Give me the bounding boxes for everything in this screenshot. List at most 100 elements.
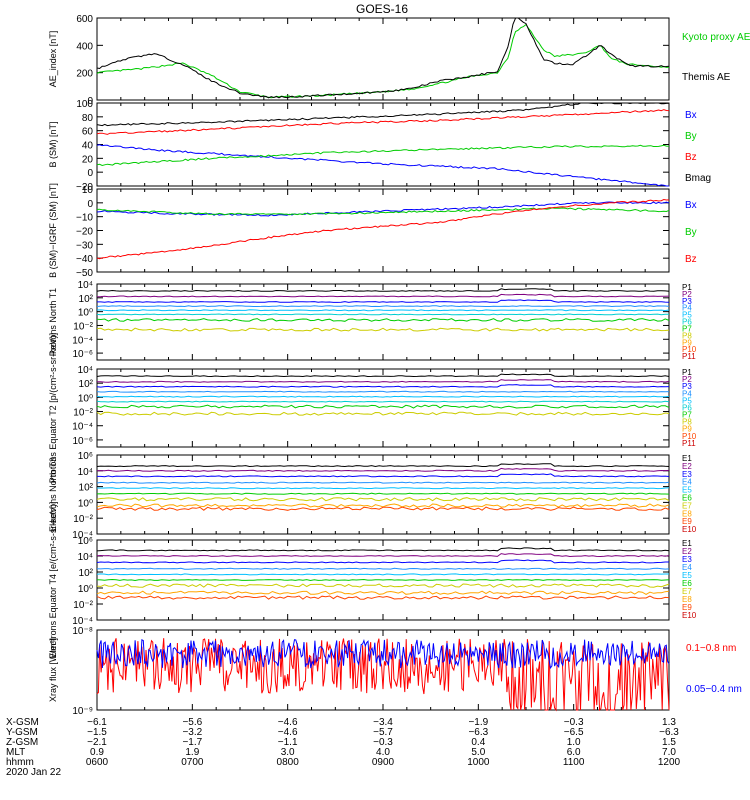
series-line-bigrf-by	[96, 207, 670, 216]
xaxis-value: 3.0	[281, 747, 295, 758]
legend-xray-short: 0.1−0.8 nm	[686, 643, 736, 654]
ytick-label: 10⁻⁹	[72, 706, 93, 717]
ylabel-elec_t4: Electrons Equator T4 [e/(cm²-s-sr-keV)]	[48, 502, 58, 659]
ytick-label: 100	[76, 99, 93, 110]
xaxis-row-label-x-gsm: X-GSM	[6, 717, 39, 728]
xaxis-value: −6.1	[87, 717, 107, 728]
legend-prot_t1-p6: P6	[682, 318, 692, 327]
legend-prot_t1-p8: P8	[682, 331, 692, 340]
legend-prot_t2-p3: P3	[682, 382, 692, 391]
series-line-bsm-bx	[96, 144, 669, 187]
legend-prot_t1-p1: P1	[682, 283, 692, 292]
xaxis-row-label-mlt: MLT	[6, 747, 25, 758]
ytick-label: 10²	[79, 294, 94, 305]
legend-elec_t3-e6: E6	[682, 494, 692, 503]
ytick-label: 20	[82, 154, 94, 165]
legend-bigrf-bz: Bz	[685, 254, 697, 265]
legend-prot_t1-p10: P10	[682, 345, 697, 354]
xaxis-value: −6.5	[564, 727, 584, 738]
xaxis-value: −0.3	[564, 717, 584, 728]
flux-line-elec_t3-7	[96, 503, 670, 508]
series-line-bigrf-bx	[96, 201, 670, 217]
legend-prot_t2-p6: P6	[682, 403, 692, 412]
xaxis-value: 0700	[181, 757, 204, 768]
ytick-label: 10⁻²	[73, 514, 93, 525]
legend-elec_t3-e8: E8	[682, 509, 692, 518]
xaxis-value: 1100	[563, 757, 585, 768]
series-line-ae-themis-ae	[96, 17, 670, 99]
legend-elec_t4-e8: E8	[682, 595, 692, 604]
ytick-label: −20	[76, 227, 93, 238]
ytick-label: 60	[82, 127, 94, 138]
flux-line-elec_t4-8	[96, 595, 670, 600]
legend-prot_t1-p2: P2	[682, 290, 692, 299]
xaxis-value: 0.4	[471, 737, 485, 748]
legend-prot_t2-p11: P11	[682, 439, 696, 448]
legend-xray-long: 0.05−0.4 nm	[686, 684, 742, 695]
panel-elec_t3	[96, 454, 670, 535]
flux-line-prot_t1-0	[96, 288, 670, 292]
flux-line-prot_t1-5	[96, 313, 670, 316]
xaxis-value: −3.2	[182, 727, 202, 738]
flux-line-prot_t2-1	[96, 379, 670, 383]
ytick-label: 0	[87, 168, 93, 179]
ytick-label: 10⁻²	[73, 408, 93, 419]
ytick-label: 10⁻⁸	[72, 626, 93, 637]
legend-prot_t1-p11: P11	[682, 352, 696, 361]
legend-prot_t2-p10: P10	[682, 432, 697, 441]
flux-line-prot_t2-3	[96, 390, 670, 393]
ytick-label: 10⁴	[78, 467, 93, 478]
flux-line-elec_t3-5	[96, 492, 670, 495]
ytick-label: 10⁻⁶	[72, 349, 93, 360]
panel-bsm	[96, 102, 670, 187]
legend-elec_t4-e2: E2	[682, 547, 692, 556]
xaxis-value: 5.0	[471, 747, 485, 758]
series-line-bsm-bmag	[96, 102, 670, 127]
xaxis-row-label-y-gsm: Y-GSM	[6, 727, 38, 738]
xaxis-value: −6.3	[659, 727, 679, 738]
legend-bigrf-bx: Bx	[685, 200, 697, 211]
legend-prot_t2-p5: P5	[682, 396, 692, 405]
series-line-bsm-by	[96, 144, 670, 167]
legend-elec_t3-e3: E3	[682, 470, 692, 479]
flux-line-elec_t4-1	[96, 553, 670, 558]
panel-elec_t4	[96, 539, 670, 621]
legend-elec_t4-e1: E1	[682, 539, 692, 548]
ylabel-prot_t1: Protons North T1	[48, 288, 58, 356]
flux-line-elec_t4-3	[96, 567, 670, 570]
flux-line-elec_t3-2	[97, 473, 670, 478]
xray-line-1	[96, 638, 670, 670]
legend-prot_t2-p8: P8	[682, 418, 692, 427]
legend-prot_t1-p7: P7	[682, 324, 692, 333]
xaxis-value: 6.0	[567, 747, 581, 758]
xaxis-value: 7.0	[662, 747, 676, 758]
ytick-label: −30	[76, 240, 93, 251]
flux-line-prot_t1-3	[96, 305, 670, 308]
legend-bsm-bz: Bz	[685, 152, 697, 163]
flux-line-elec_t3-8	[96, 506, 670, 511]
legend-prot_t1-p5: P5	[682, 311, 692, 320]
xaxis-value: −1.9	[468, 717, 488, 728]
flux-line-elec_t4-6	[96, 583, 670, 588]
legend-bsm-by: By	[685, 131, 697, 142]
legend-elec_t3-e1: E1	[682, 454, 692, 463]
legend-prot_t2-p1: P1	[682, 368, 692, 377]
legend-elec_t4-e5: E5	[682, 571, 692, 580]
legend-elec_t3-e4: E4	[682, 478, 692, 487]
legend-elec_t3-e2: E2	[682, 462, 692, 471]
legend-prot_t2-p4: P4	[682, 389, 692, 398]
flux-line-elec_t3-3	[96, 481, 670, 484]
flux-line-elec_t3-4	[96, 487, 670, 490]
xaxis-value: −4.6	[278, 727, 298, 738]
xaxis-value: 1.5	[662, 737, 676, 748]
flux-line-prot_t2-2	[96, 384, 670, 388]
ytick-label: 0	[87, 199, 93, 210]
ytick-label: 10⁰	[78, 584, 93, 595]
ytick-label: 10⁻⁶	[72, 436, 93, 447]
ytick-label: 400	[76, 41, 93, 52]
legend-kyoto-proxy-ae: Kyoto proxy AE	[682, 32, 750, 43]
ytick-label: 10⁶	[78, 451, 93, 462]
legend-prot_t2-p7: P7	[682, 411, 692, 420]
legend-elec_t3-e7: E7	[682, 501, 692, 510]
